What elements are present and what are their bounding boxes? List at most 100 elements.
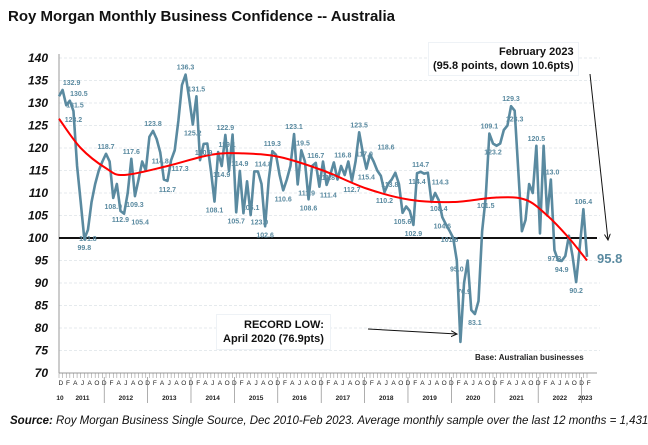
year-label: 2020 xyxy=(466,395,481,402)
latest-arrow xyxy=(589,73,608,240)
record-low-annotation: RECORD LOW: April 2020 (76.9pts) xyxy=(216,314,331,350)
data-label: 90.2 xyxy=(569,288,583,295)
year-label: 2014 xyxy=(205,395,220,402)
year-label: 2015 xyxy=(249,395,264,402)
latest-annotation-line2: (95.8 points, down 10.6pts) xyxy=(433,60,574,72)
month-tick-label: F xyxy=(326,380,330,387)
year-label: 2022 xyxy=(553,395,568,402)
month-tick-label: A xyxy=(160,380,165,387)
month-tick-label: O xyxy=(572,380,577,387)
data-label: 102.9 xyxy=(405,231,423,238)
month-tick-label: O xyxy=(268,380,273,387)
month-tick-label: A xyxy=(261,380,266,387)
record-low-line1: RECORD LOW: xyxy=(244,319,324,331)
month-tick-label: J xyxy=(341,380,344,387)
y-tick-label: 75 xyxy=(35,344,49,358)
data-label: 94.9 xyxy=(555,267,569,274)
data-label: 76.9 xyxy=(457,289,471,296)
year-label: 2023 xyxy=(578,395,593,402)
data-label: 132.9 xyxy=(63,80,81,87)
month-tick-label: A xyxy=(305,380,310,387)
data-label: 114.8 xyxy=(255,161,272,168)
year-label: 2017 xyxy=(336,395,351,402)
month-tick-label: D xyxy=(58,380,63,387)
data-label: 122.9 xyxy=(217,125,235,132)
data-label: 108.1 xyxy=(206,208,224,215)
year-label: 2011 xyxy=(75,395,89,402)
month-tick-label: A xyxy=(377,380,382,387)
y-tick-label: 100 xyxy=(28,231,48,245)
data-label: 105.7 xyxy=(227,218,245,225)
data-label: 95.0 xyxy=(450,267,464,274)
y-tick-label: 90 xyxy=(35,276,49,290)
data-label: 128.3 xyxy=(506,117,524,124)
month-tick-label: O xyxy=(355,380,360,387)
data-label: 114.4 xyxy=(408,179,425,186)
data-label: 114.8 xyxy=(152,159,169,166)
data-label: 105.1 xyxy=(242,205,260,212)
month-tick-label: F xyxy=(370,380,374,387)
data-label: 136.3 xyxy=(177,65,195,72)
final-value-label: 95.8 xyxy=(597,251,622,266)
source-text: Roy Morgan Business Single Source, Dec 2… xyxy=(52,415,648,427)
data-label: 123.0 xyxy=(251,219,269,226)
month-tick-label: A xyxy=(420,380,425,387)
data-label: 128.2 xyxy=(65,117,83,124)
month-tick-label: A xyxy=(290,380,295,387)
month-tick-label: F xyxy=(413,380,417,387)
data-label: 111.4 xyxy=(320,193,337,200)
month-tick-label: O xyxy=(94,380,99,387)
data-label: 113.8 xyxy=(381,182,398,189)
year-label: 2018 xyxy=(379,395,394,402)
data-label: 129.3 xyxy=(502,96,520,103)
confidence-series-line xyxy=(57,73,589,344)
month-tick-label: J xyxy=(211,380,214,387)
month-tick-label: A xyxy=(435,380,440,387)
month-tick-label: A xyxy=(218,380,223,387)
year-label: 2012 xyxy=(119,395,134,402)
data-label: 116.8 xyxy=(334,152,351,159)
month-tick-label: A xyxy=(391,380,396,387)
month-tick-label: O xyxy=(181,380,186,387)
data-label: 120.9 xyxy=(195,150,213,157)
data-label: 119.3 xyxy=(264,141,281,148)
data-label: 105.6 xyxy=(394,219,412,226)
data-label: 101.8 xyxy=(79,236,97,243)
data-label: 113.0 xyxy=(542,170,559,177)
source-label: Source: xyxy=(10,415,53,427)
y-tick-label: 120 xyxy=(28,141,48,155)
month-tick-label: J xyxy=(558,380,561,387)
month-tick-label: A xyxy=(174,380,179,387)
data-label: 110.6 xyxy=(275,196,292,203)
data-label: 111.8 xyxy=(318,175,335,182)
year-label: 2019 xyxy=(422,395,437,402)
data-label: 102.6 xyxy=(256,232,274,239)
month-tick-label: F xyxy=(457,380,461,387)
month-tick-label: O xyxy=(311,380,316,387)
data-label: 108.4 xyxy=(430,206,448,213)
month-tick-label: F xyxy=(66,380,70,387)
month-tick-label: O xyxy=(442,380,447,387)
month-tick-label: J xyxy=(471,380,474,387)
month-tick-label: A xyxy=(333,380,338,387)
record-low-arrow xyxy=(367,328,457,334)
month-tick-label: J xyxy=(515,380,518,387)
month-tick-label: J xyxy=(254,380,257,387)
data-label: 112.7 xyxy=(159,187,176,194)
data-label: 123.1 xyxy=(285,124,303,131)
latest-annotation: February 2023 (95.8 points, down 10.6pts… xyxy=(428,42,579,76)
data-label: 112.9 xyxy=(112,217,129,224)
month-tick-label: F xyxy=(587,380,591,387)
month-tick-label: F xyxy=(153,380,157,387)
y-tick-label: 80 xyxy=(35,321,49,335)
data-label: 114.9 xyxy=(213,172,230,179)
month-tick-label: A xyxy=(348,380,353,387)
data-label: 83.1 xyxy=(468,320,482,327)
y-tick-label: 135 xyxy=(28,74,48,88)
y-tick-label: 105 xyxy=(28,209,48,223)
data-label: 131.5 xyxy=(188,86,206,93)
base-note: Base: Australian businesses xyxy=(475,353,584,362)
data-label: 123.8 xyxy=(144,121,162,128)
month-tick-label: F xyxy=(543,380,547,387)
month-tick-label: J xyxy=(168,380,171,387)
